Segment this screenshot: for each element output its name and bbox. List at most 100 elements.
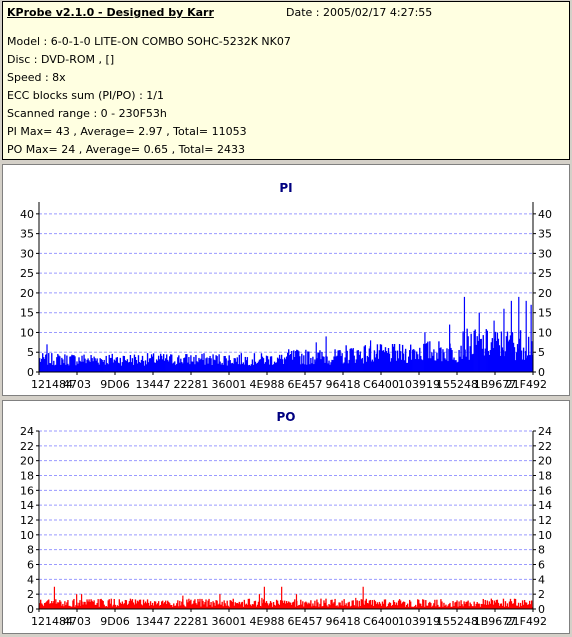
data-bar bbox=[453, 606, 455, 609]
data-bar bbox=[319, 603, 321, 609]
data-bar bbox=[132, 364, 135, 372]
data-bar bbox=[133, 604, 136, 609]
data-bar bbox=[485, 329, 487, 372]
data-bar bbox=[215, 355, 217, 372]
data-bar bbox=[339, 350, 341, 372]
data-bar bbox=[292, 602, 294, 609]
data-bar bbox=[395, 602, 398, 609]
data-bar bbox=[45, 602, 47, 609]
data-bar bbox=[451, 606, 453, 609]
data-bar bbox=[337, 606, 339, 609]
data-bar bbox=[196, 361, 198, 372]
data-bar bbox=[125, 361, 128, 372]
data-bar bbox=[308, 351, 310, 372]
data-bar bbox=[230, 363, 232, 372]
data-bar bbox=[370, 604, 373, 609]
data-bar bbox=[461, 358, 463, 372]
data-bar bbox=[144, 601, 147, 609]
data-bar bbox=[136, 363, 139, 372]
data-bar bbox=[403, 360, 406, 372]
data-bar bbox=[101, 600, 103, 609]
data-bar bbox=[84, 601, 86, 609]
data-bar bbox=[264, 362, 267, 372]
data-bar bbox=[272, 602, 275, 609]
data-bar bbox=[421, 359, 423, 372]
peak-bar bbox=[530, 304, 532, 372]
data-bar bbox=[349, 606, 351, 609]
data-bar bbox=[289, 602, 291, 609]
data-bar bbox=[454, 360, 456, 372]
data-bar bbox=[67, 600, 69, 609]
data-bar bbox=[154, 362, 157, 372]
data-bar bbox=[98, 364, 100, 372]
data-bar bbox=[455, 360, 457, 372]
data-bar bbox=[486, 330, 488, 372]
data-bar bbox=[386, 606, 389, 609]
data-bar bbox=[251, 359, 254, 372]
data-bar bbox=[374, 601, 377, 609]
data-bar bbox=[479, 339, 481, 372]
data-bar bbox=[471, 354, 473, 372]
data-bar bbox=[52, 364, 54, 372]
data-bar bbox=[316, 599, 318, 609]
data-bar bbox=[74, 356, 76, 372]
x-tick-label: 13447 bbox=[136, 378, 171, 391]
x-tick-label: 121484 bbox=[31, 615, 73, 628]
data-bar bbox=[460, 345, 462, 372]
data-bar bbox=[157, 601, 160, 609]
data-bar bbox=[220, 364, 222, 372]
info-panel: KProbe v2.1.0 - Designed by Karr Date : … bbox=[2, 1, 570, 160]
data-bar bbox=[411, 606, 413, 609]
data-bar bbox=[198, 601, 200, 609]
y-tick-label-left: 12 bbox=[20, 514, 34, 527]
data-bar bbox=[41, 358, 43, 372]
data-bar bbox=[73, 355, 75, 372]
data-bar bbox=[165, 358, 167, 372]
data-bar bbox=[338, 350, 340, 372]
peak-bar bbox=[53, 586, 56, 609]
data-bar bbox=[310, 600, 312, 609]
data-bar bbox=[86, 599, 88, 609]
data-bar bbox=[186, 599, 188, 609]
x-tick-label: 4E988 bbox=[250, 615, 285, 628]
data-bar bbox=[307, 351, 309, 372]
x-tick-label: C6400 bbox=[363, 378, 399, 391]
data-bar bbox=[187, 362, 189, 372]
data-bar bbox=[93, 356, 95, 372]
data-bar bbox=[298, 605, 300, 609]
data-bar bbox=[87, 358, 89, 372]
data-bar bbox=[217, 363, 219, 372]
data-bar bbox=[62, 603, 64, 609]
data-bar bbox=[396, 350, 399, 372]
data-bar bbox=[280, 354, 283, 372]
y-tick-label-right: 10 bbox=[538, 529, 552, 542]
data-bar bbox=[488, 601, 490, 609]
data-bar bbox=[489, 350, 492, 372]
data-bar bbox=[294, 356, 296, 372]
data-bar bbox=[313, 605, 315, 609]
data-bar bbox=[422, 360, 424, 372]
data-bar bbox=[213, 602, 215, 609]
data-bar bbox=[125, 600, 128, 609]
po-chart-panel: PO 0 0 2 2 4 4 6 6 8 8 10 10 12 12 14 14 16 16 18 18 20 20 22 22… bbox=[2, 400, 570, 634]
data-bar bbox=[343, 362, 345, 372]
data-bar bbox=[402, 353, 405, 372]
data-bar bbox=[471, 606, 473, 609]
data-bar bbox=[393, 343, 396, 372]
data-bar bbox=[517, 602, 520, 609]
data-bar bbox=[444, 605, 446, 609]
data-bar bbox=[333, 602, 335, 609]
data-bar bbox=[64, 601, 66, 609]
data-bar bbox=[95, 360, 97, 372]
data-bar bbox=[218, 354, 220, 372]
data-bar bbox=[306, 602, 308, 609]
data-bar bbox=[189, 364, 191, 372]
data-bar bbox=[241, 601, 243, 609]
y-tick-label-right: 16 bbox=[538, 484, 552, 497]
y-tick-label-left: 15 bbox=[20, 307, 34, 320]
data-bar bbox=[477, 603, 479, 609]
data-bar bbox=[184, 606, 186, 609]
data-bar bbox=[462, 331, 464, 372]
data-bar bbox=[451, 350, 453, 372]
data-bar bbox=[391, 604, 394, 609]
